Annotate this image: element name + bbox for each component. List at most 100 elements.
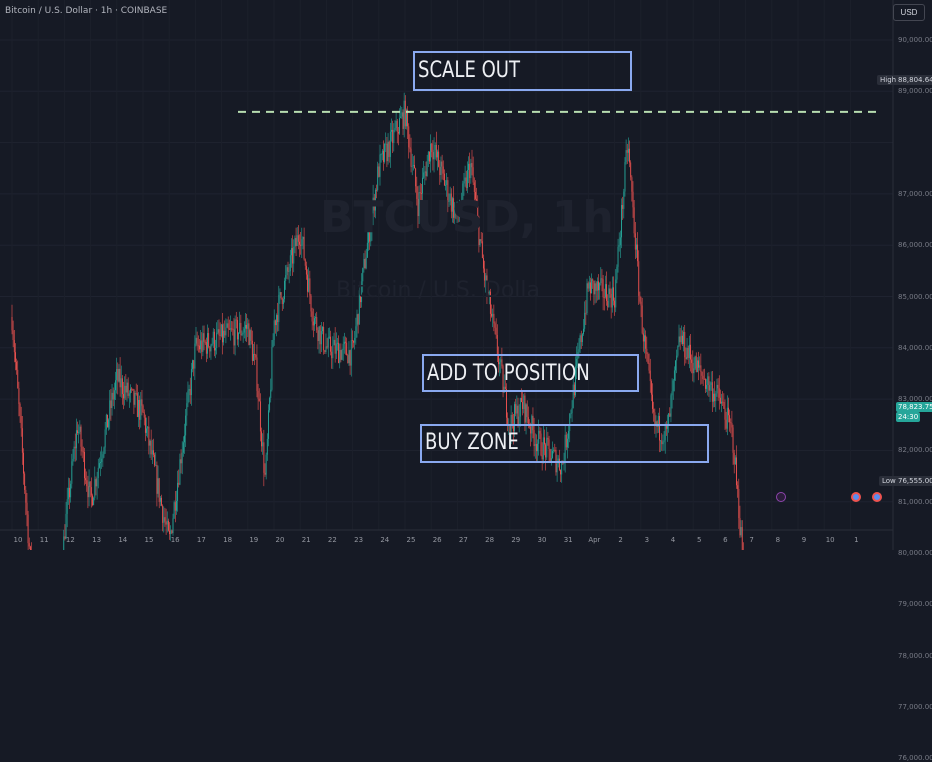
candle-body: [15, 352, 16, 362]
candle-body: [255, 354, 257, 358]
candle-body: [585, 312, 587, 314]
candle-body: [304, 259, 306, 266]
candle-body: [270, 389, 272, 398]
candle-body: [440, 161, 442, 176]
candle-body: [281, 298, 283, 305]
price-chart[interactable]: [0, 0, 932, 550]
candle-body: [596, 281, 598, 291]
candle-body: [475, 192, 476, 199]
candle-body: [550, 458, 552, 462]
candle-body: [310, 295, 312, 312]
candle-body: [456, 207, 458, 214]
candle-body: [705, 379, 706, 389]
candle-body: [416, 186, 418, 199]
candle-body: [410, 148, 412, 167]
candle-body: [236, 320, 238, 340]
candle-body: [607, 300, 609, 308]
candle-body: [512, 423, 514, 432]
candle-body: [741, 527, 743, 550]
candle-body: [315, 317, 317, 319]
candle-body: [302, 236, 304, 240]
candle-body: [239, 322, 241, 333]
candle-body: [481, 241, 483, 259]
candle-body: [323, 326, 325, 351]
candle-body: [316, 317, 318, 331]
candle-body: [462, 183, 464, 203]
candle-body: [210, 345, 212, 352]
candle-body: [301, 239, 303, 246]
event-marker-icon[interactable]: [776, 492, 786, 502]
candle-body: [401, 112, 403, 117]
add-to-position-box[interactable]: ADD TO POSITION: [422, 354, 639, 392]
candle-body: [593, 280, 595, 295]
candle-body: [335, 343, 337, 354]
candle-body: [642, 333, 644, 342]
candle-body: [423, 172, 425, 178]
candle-body: [74, 446, 76, 449]
candle-body: [519, 398, 521, 417]
candle-body: [217, 329, 219, 333]
candle-body: [379, 154, 381, 177]
candle-body: [719, 397, 721, 404]
candle-body: [473, 182, 475, 193]
candle-body: [514, 404, 515, 432]
candle-body: [153, 450, 154, 455]
candle-body: [20, 416, 22, 429]
candle-body: [172, 518, 174, 534]
candle-body: [569, 414, 571, 431]
time-tick-label: 8: [775, 536, 781, 544]
candle-body: [331, 351, 333, 359]
candle-body: [411, 165, 413, 167]
buy-zone-box[interactable]: BUY ZONE: [420, 424, 709, 463]
candle-body: [544, 437, 545, 445]
candle-body: [64, 536, 66, 539]
candle-body: [150, 440, 152, 455]
candle-body: [506, 388, 507, 418]
candle-body: [187, 390, 189, 404]
candle-body: [108, 419, 110, 428]
candle-body: [235, 319, 237, 321]
candle-body: [429, 151, 430, 162]
time-tick-label: 10: [13, 536, 23, 544]
candle-body: [156, 464, 158, 494]
candle-body: [388, 141, 390, 157]
economic-event-icon[interactable]: [872, 492, 882, 502]
candle-body: [437, 151, 438, 158]
candle-body: [713, 393, 714, 402]
candle-body: [740, 527, 742, 536]
low-label: Low: [879, 476, 899, 486]
candle-body: [24, 473, 26, 490]
candle-body: [271, 347, 273, 390]
currency-button[interactable]: USD: [893, 4, 925, 21]
candle-body: [633, 207, 635, 234]
candle-body: [495, 327, 497, 336]
candle-body: [472, 167, 474, 183]
candle-body: [159, 497, 161, 502]
candle-body: [496, 335, 498, 356]
candle-body: [710, 382, 712, 386]
time-tick-label: 21: [301, 536, 311, 544]
candle-body: [287, 267, 289, 272]
candle-body: [110, 400, 112, 408]
candle-body: [732, 427, 734, 453]
symbol-title[interactable]: Bitcoin / U.S. Dollar · 1h · COINBASE: [5, 6, 168, 16]
candle-body: [619, 237, 621, 246]
candle-body: [431, 143, 433, 153]
time-tick-label: 16: [170, 536, 180, 544]
economic-event-icon[interactable]: [851, 492, 861, 502]
candle-body: [87, 486, 89, 498]
scale-out-box[interactable]: SCALE OUT: [413, 51, 632, 91]
candle-body: [121, 378, 123, 395]
candle-body: [570, 413, 572, 415]
candle-body: [199, 345, 200, 350]
candle-body: [261, 431, 262, 447]
candle-body: [358, 290, 360, 325]
candle-body: [650, 381, 652, 395]
candle-body: [158, 478, 160, 502]
candle-body: [279, 292, 281, 295]
candle-body: [227, 323, 229, 329]
candle-body: [584, 312, 586, 329]
candle-body: [618, 245, 620, 247]
candle-body: [494, 323, 496, 328]
candle-body: [464, 177, 466, 182]
